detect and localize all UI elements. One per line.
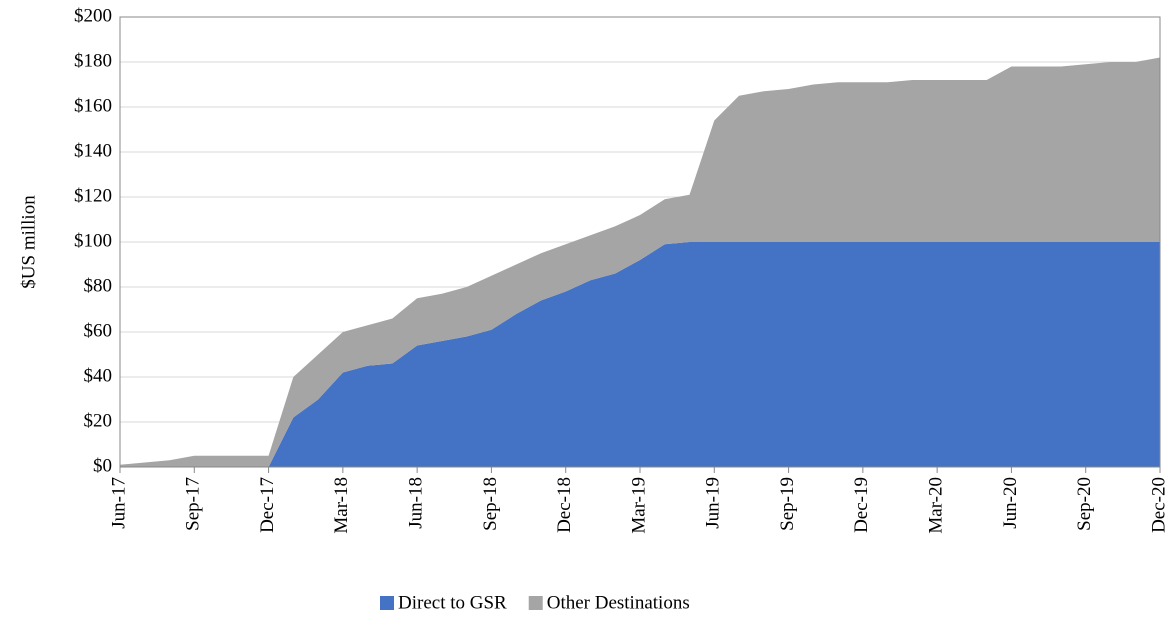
areas [120, 57, 1160, 467]
y-tick-label: $100 [74, 230, 112, 251]
x-tick-label: Mar-20 [926, 477, 947, 534]
x-tick-label: Sep-17 [183, 477, 204, 531]
x-tick-label: Sep-20 [1074, 477, 1095, 531]
y-tick-label: $0 [93, 455, 112, 476]
legend-label: Other Destinations [547, 592, 690, 613]
y-tick-label: $20 [84, 410, 113, 431]
y-axis-label: $US million [18, 195, 39, 289]
x-tick-label: Jun-19 [703, 477, 724, 529]
y-tick-label: $140 [74, 140, 112, 161]
x-tick-label: Dec-17 [257, 477, 278, 533]
x-tick-label: Dec-19 [851, 477, 872, 533]
legend-swatch [528, 596, 543, 610]
y-tick-label: $40 [84, 365, 113, 386]
y-tick-label: $200 [74, 5, 112, 26]
x-tick-label: Mar-18 [331, 477, 352, 534]
area [120, 57, 1160, 467]
y-tick-label: $120 [74, 185, 112, 206]
x-tick-label: Sep-18 [480, 477, 501, 531]
x-tick-label: Jun-20 [1000, 477, 1021, 529]
x-tick-label: Dec-20 [1148, 477, 1169, 533]
area [120, 242, 1160, 467]
y-tick-label: $180 [74, 50, 112, 71]
x-tick-label: Sep-19 [777, 477, 798, 531]
y-tick-label: $60 [84, 320, 113, 341]
legend-swatch [380, 596, 394, 610]
y-tick-label: $160 [74, 95, 112, 116]
x-tick-label: Jun-18 [406, 477, 427, 529]
x-tick-label: Mar-19 [628, 477, 649, 534]
y-tick-label: $80 [84, 275, 113, 296]
x-tick-label: Jun-17 [108, 477, 129, 529]
legend-label: Direct to GSR [398, 592, 507, 613]
x-tick-label: Dec-18 [554, 477, 575, 533]
